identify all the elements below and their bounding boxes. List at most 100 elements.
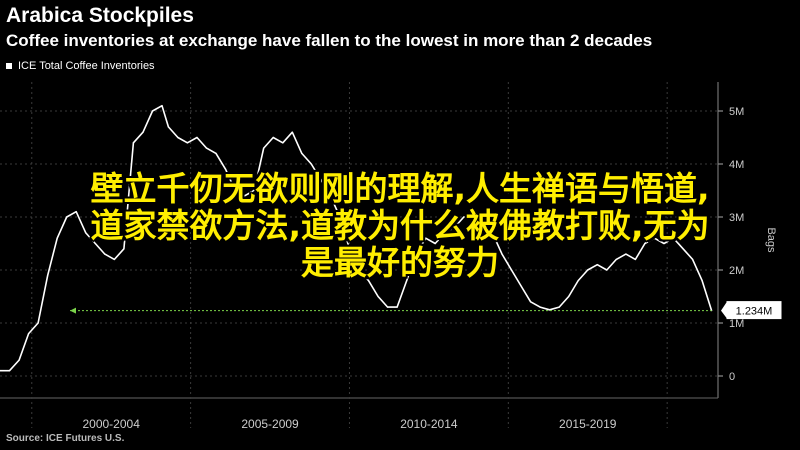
data-point — [472, 216, 474, 218]
data-point — [94, 242, 96, 245]
data-point — [358, 269, 360, 271]
data-point — [123, 248, 125, 250]
data-point — [530, 301, 532, 303]
data-point — [558, 306, 560, 308]
data-point — [66, 216, 68, 218]
y-tick-label: 2M — [729, 265, 744, 277]
data-point — [113, 258, 115, 260]
data-point — [205, 147, 208, 149]
data-point — [329, 195, 331, 197]
data-point — [606, 269, 608, 271]
data-point — [161, 105, 163, 107]
data-point — [225, 168, 227, 170]
data-point — [644, 242, 646, 245]
data-point — [549, 309, 551, 311]
data-point — [215, 152, 217, 154]
data-point — [142, 131, 144, 133]
data-point — [425, 237, 427, 239]
data-point — [510, 269, 513, 271]
data-point — [28, 333, 30, 335]
data-point — [18, 359, 20, 361]
x-tick-label: 2015-2019 — [559, 417, 617, 431]
data-point — [167, 126, 169, 128]
y-unit-label: Bags — [765, 227, 777, 253]
x-tick-label: 2010-2014 — [400, 417, 458, 431]
data-point — [501, 253, 503, 255]
data-point — [196, 136, 198, 139]
y-tick-label: 4M — [729, 159, 744, 171]
data-point — [367, 280, 370, 282]
data-point — [47, 274, 49, 276]
data-point — [387, 306, 389, 308]
chart-title: Arabica Stockpiles — [6, 4, 194, 27]
data-point — [653, 237, 656, 239]
overlay-text: 壁立千仞无欲则刚的理解,人生禅语与悟道, 道家禁欲方法,道教为什么被佛教打败,无… — [0, 170, 800, 281]
data-point — [234, 189, 236, 192]
data-point — [37, 322, 39, 324]
x-tick-label: 2000-2004 — [82, 417, 140, 431]
data-point — [177, 136, 179, 139]
data-point — [75, 211, 77, 213]
data-point — [453, 227, 455, 229]
source-note: Source: ICE Futures U.S. — [6, 433, 125, 444]
last-value-label: 1.234M — [736, 306, 773, 318]
y-tick-label: 0 — [729, 371, 735, 383]
data-point — [587, 269, 589, 271]
data-point — [282, 142, 284, 144]
data-point — [482, 221, 484, 223]
data-point — [663, 242, 665, 245]
data-point — [263, 147, 265, 149]
data-point — [0, 370, 1, 372]
data-point — [491, 232, 493, 234]
data-point — [625, 253, 627, 255]
chart-subtitle: Coffee inventories at exchange have fall… — [6, 31, 653, 50]
y-tick-label: 1M — [729, 318, 744, 330]
overlay-line-2: 道家禁欲方法,道教为什么被佛教打败,无为 — [90, 206, 710, 245]
data-point — [539, 306, 541, 308]
y-tick-label: 5M — [729, 106, 744, 118]
data-point — [320, 179, 322, 181]
data-point — [577, 280, 579, 282]
last-value-pointer — [721, 301, 727, 319]
data-point — [151, 110, 154, 112]
data-point — [244, 195, 246, 197]
x-tick-label: 2005-2009 — [241, 417, 299, 431]
data-point — [406, 280, 408, 282]
data-point — [682, 248, 684, 250]
overlay-line-1: 壁立千仞无欲则刚的理解,人生禅语与悟道, — [90, 169, 710, 208]
data-point — [596, 264, 598, 266]
data-point — [463, 216, 465, 218]
y-tick-label: 3M — [729, 212, 744, 224]
overlay-line-3: 是最好的努力 — [301, 243, 499, 282]
data-point — [692, 258, 694, 260]
legend: ICE Total Coffee Inventories — [6, 60, 155, 72]
data-point — [104, 253, 106, 255]
data-point — [377, 295, 379, 298]
data-point — [310, 163, 312, 165]
data-point — [701, 280, 703, 282]
data-point — [339, 216, 341, 218]
data-point — [348, 248, 351, 250]
reference-arrow — [70, 307, 76, 314]
data-point — [132, 142, 134, 144]
legend-swatch — [6, 63, 12, 69]
series-line — [0, 104, 713, 372]
data-point — [415, 253, 417, 255]
data-point — [301, 152, 303, 154]
data-point — [253, 189, 255, 192]
data-point — [186, 142, 188, 144]
data-point — [396, 306, 398, 308]
data-point — [634, 258, 637, 260]
data-point — [8, 370, 11, 372]
data-point — [520, 285, 522, 287]
data-point — [291, 131, 293, 133]
data-point — [568, 295, 570, 298]
legend-label: ICE Total Coffee Inventories — [18, 60, 155, 72]
data-point — [434, 242, 436, 245]
data-point — [672, 237, 675, 239]
data-point — [615, 258, 617, 260]
data-point — [272, 136, 274, 139]
data-point — [444, 232, 446, 234]
